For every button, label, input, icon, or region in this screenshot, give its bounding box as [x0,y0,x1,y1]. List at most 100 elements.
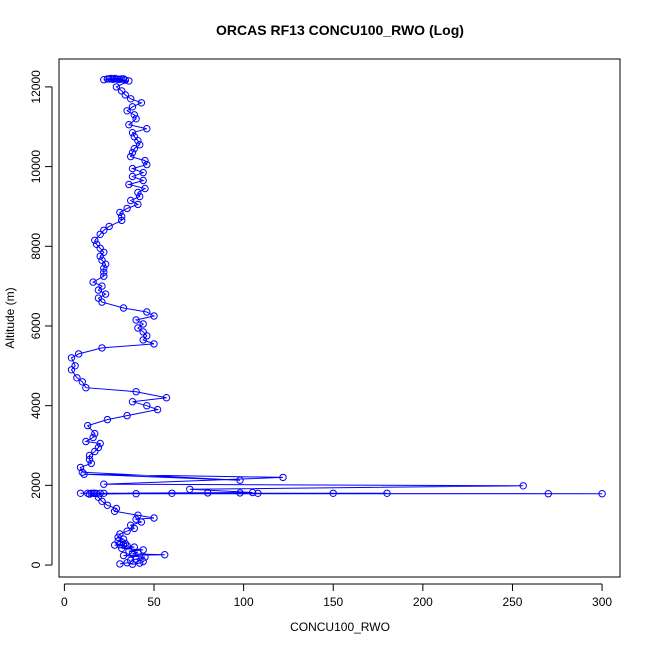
data-point [136,192,144,201]
data-point [71,362,79,370]
data-point [87,459,96,468]
data-point [186,485,194,493]
y-tick-label: 2000 [29,472,43,499]
data-point [100,272,108,280]
y-tick-label: 12000 [29,70,43,104]
data-point [139,176,147,185]
data-point [98,256,106,264]
data-point [85,451,94,460]
data-point [100,226,108,235]
data-point [91,489,99,497]
data-point [132,388,140,396]
data-point [116,560,124,568]
data-point [125,121,133,129]
data-point [118,212,126,221]
data-point [204,489,212,497]
data-point [132,316,140,324]
data-point [80,470,88,478]
data-point [248,488,257,497]
y-axis: 0 2000 4000 6000 8000 10000 12000 [29,70,53,568]
data-point [130,133,139,141]
data-point [162,394,171,402]
data-point [100,489,108,497]
data-point [84,421,92,430]
data-point [128,103,137,111]
data-point [98,282,106,290]
data-point [91,236,99,245]
data-point [112,504,121,513]
data-point [123,411,131,420]
data-point [544,490,552,498]
data-point [112,83,121,91]
data-point [121,539,130,548]
data-point [139,557,147,566]
data-point [236,476,244,484]
data-point [128,148,137,157]
data-point [119,304,128,312]
data-point [128,129,137,137]
x-axis: 0 50 100 150 200 250 300 [61,583,612,609]
data-point [141,553,149,561]
data-point [94,443,103,452]
data-point [116,208,124,217]
data-point [76,463,85,472]
y-tick-label: 4000 [29,392,43,419]
y-tick-label: 0 [29,561,43,568]
data-point [127,196,135,205]
data-point [87,489,96,497]
x-tick-label: 250 [502,595,522,609]
data-point [134,188,142,197]
data-point [128,164,137,173]
data-point [105,222,113,231]
data-point [150,312,158,320]
data-point [96,489,104,497]
data-point [89,433,97,442]
data-point [119,551,128,560]
x-tick-label: 50 [147,595,161,609]
plot-frame [58,58,621,578]
data-point [136,141,144,149]
data-point [150,514,158,522]
data-point [127,152,135,161]
x-tick-label: 150 [323,595,343,609]
data-point [114,75,122,84]
y-tick-label: 6000 [29,312,43,339]
x-tick-label: 200 [413,595,433,609]
data-point [85,455,94,464]
data-point [128,398,137,406]
data-point [139,546,147,554]
data-point [168,489,176,497]
data-point [132,490,140,498]
data-point [329,489,337,497]
data-point [118,87,126,95]
data-point [598,490,606,498]
data-point [134,324,142,332]
data-point [128,172,137,181]
data-point [123,542,131,550]
data-point [127,95,135,103]
data-point [161,551,169,559]
y-axis-label: Altitude (m) [3,287,17,348]
x-axis-label: CONCU100_RWO [290,620,390,634]
data-point [103,501,112,509]
series-line [70,78,603,565]
data-point [134,511,142,519]
chart-title: ORCAS RF13 CONCU100_RWO (Log) [216,22,464,38]
data-point [139,328,147,336]
data-point [150,340,158,348]
y-tick-label: 8000 [29,233,43,260]
data-point [116,541,124,549]
data-point [130,145,139,153]
data-point [383,489,391,497]
data-point [76,489,85,497]
data-point [132,515,140,523]
data-point [123,527,131,535]
data-point [254,489,262,497]
data-point [98,344,106,352]
x-tick-label: 100 [234,595,254,609]
data-point [143,125,151,133]
data-point [123,107,131,115]
x-tick-label: 300 [592,595,612,609]
data-point [89,278,97,286]
